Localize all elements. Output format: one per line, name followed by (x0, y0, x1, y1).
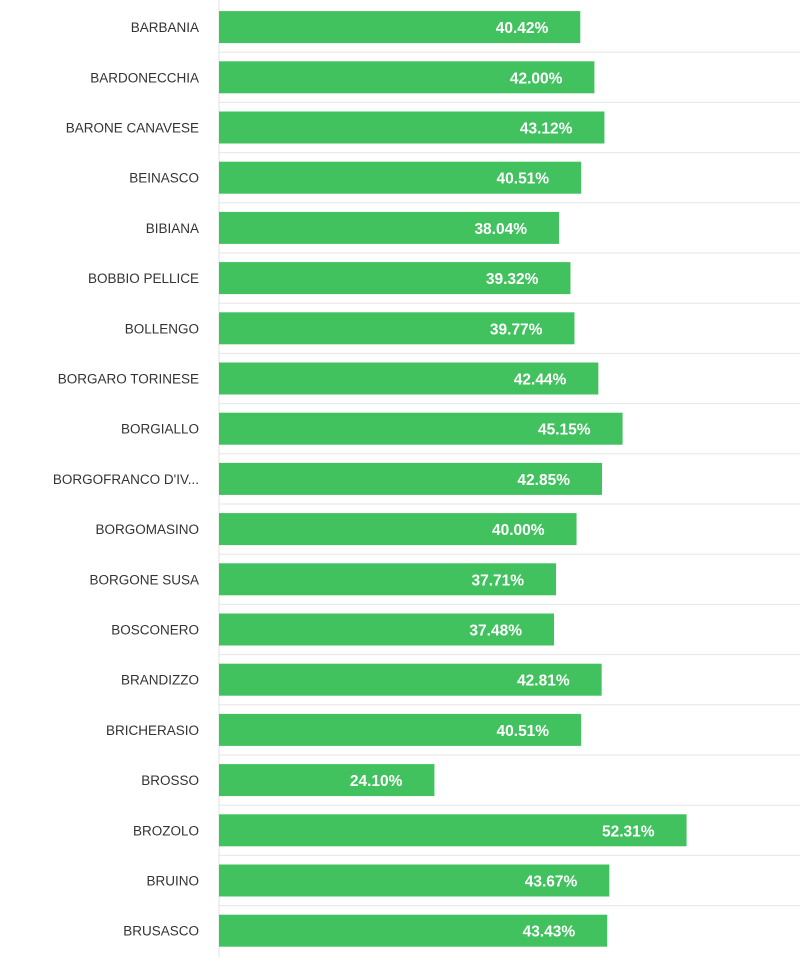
category-label: BORGARO TORINESE (58, 372, 199, 387)
category-label: BORGOFRANCO D'IV... (53, 472, 199, 487)
category-label: BRUINO (146, 874, 199, 889)
bar[interactable] (219, 61, 595, 94)
value-label: 42.00% (510, 70, 563, 87)
bar[interactable] (219, 111, 605, 144)
bar[interactable] (219, 362, 599, 395)
category-label: BOBBIO PELLICE (88, 271, 199, 286)
value-label: 39.77% (490, 321, 543, 338)
bar[interactable] (219, 161, 582, 194)
bar[interactable] (219, 211, 560, 244)
bar[interactable] (219, 663, 602, 696)
bar[interactable] (219, 914, 608, 947)
category-label: BARDONECCHIA (90, 70, 199, 85)
bar[interactable] (219, 412, 623, 445)
bar[interactable] (219, 814, 687, 847)
value-label: 37.71% (471, 572, 524, 589)
category-label: BROZOLO (133, 823, 199, 838)
bar[interactable] (219, 563, 557, 596)
value-label: 43.67% (525, 874, 578, 891)
value-label: 39.32% (486, 271, 539, 288)
value-label: 37.48% (469, 623, 522, 640)
value-label: 42.85% (517, 472, 570, 489)
value-label: 52.31% (602, 823, 655, 840)
value-label: 42.81% (517, 673, 570, 690)
bar[interactable] (219, 713, 582, 746)
category-label: BRUSASCO (123, 924, 199, 939)
bar[interactable] (219, 262, 571, 295)
category-label: BORGIALLO (121, 422, 199, 437)
value-label: 43.43% (523, 924, 576, 941)
category-label: BROSSO (141, 773, 199, 788)
category-label: BARBANIA (131, 20, 199, 35)
value-label: 24.10% (350, 773, 403, 790)
category-label: BOSCONERO (111, 623, 199, 638)
category-label: BORGONE SUSA (89, 572, 199, 587)
category-label: BOLLENGO (125, 321, 199, 336)
category-label: BORGOMASINO (95, 522, 199, 537)
category-label: BRICHERASIO (106, 723, 199, 738)
value-label: 42.44% (514, 372, 567, 389)
value-label: 40.51% (497, 723, 550, 740)
category-label: BRANDIZZO (121, 673, 199, 688)
category-label: BEINASCO (129, 171, 199, 186)
value-label: 40.42% (496, 20, 549, 37)
row-separators (218, 0, 800, 957)
value-label: 45.15% (538, 422, 591, 439)
category-label: BARONE CANAVESE (66, 121, 199, 136)
bar[interactable] (219, 312, 575, 345)
bars (219, 11, 687, 947)
value-label: 40.00% (492, 522, 545, 539)
category-label: BIBIANA (146, 221, 199, 236)
bar[interactable] (219, 513, 577, 546)
bar[interactable] (219, 462, 603, 495)
bar[interactable] (219, 11, 581, 44)
value-label: 43.12% (520, 121, 573, 138)
value-label: 40.51% (497, 171, 550, 188)
bar[interactable] (219, 764, 435, 797)
bar[interactable] (219, 864, 610, 897)
bar[interactable] (219, 613, 555, 646)
value-label: 38.04% (474, 221, 527, 238)
labels: BARBANIA 40.42% BARDONECCHIA 42.00% BARONE C… (53, 20, 655, 941)
